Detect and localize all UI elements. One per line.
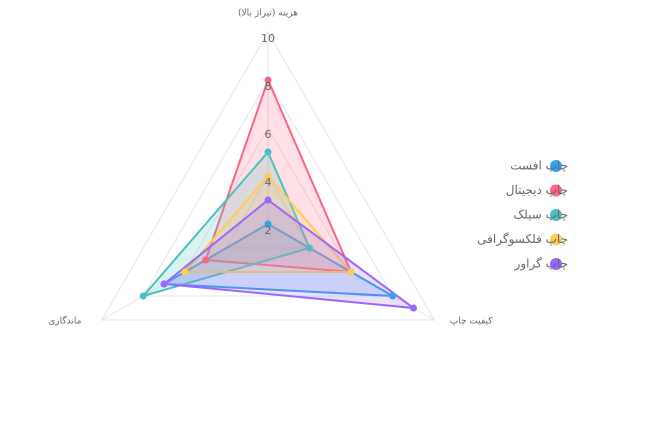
legend-text: چاپ سیلک [513,208,568,222]
grid-ring [100,31,436,321]
series-area [160,222,394,297]
axis-label: هزینه (تیراژ بالا) [238,9,298,19]
point [139,292,147,300]
grid-ring [225,174,311,249]
r-tick-label: 10 [261,32,275,45]
legend-text: چاپ دیجیتال [506,183,568,197]
legend-swatch [550,160,562,172]
axis-label: ماندگاری [48,315,81,327]
legend-swatch [550,209,562,221]
r-tick-label: 6 [265,128,272,141]
point [264,76,272,84]
point [306,244,314,252]
legend-swatch [550,184,562,197]
series-area [161,198,417,310]
point [347,268,355,276]
point [389,292,397,300]
legend-swatch [550,233,562,246]
legend-text: چاپ افست [510,159,568,173]
point [264,172,272,180]
point [264,220,272,228]
point [181,268,189,276]
axis-label: کیفیت چاپ [450,317,493,327]
r-tick-label: 8 [265,80,272,93]
legend-text: چاپ فلکسوگرافی [477,232,568,247]
r-tick-label: 4 [265,176,272,189]
grid-ring [142,79,394,297]
legend-swatch [550,258,562,270]
legend-text: چاپ گراور [514,257,568,272]
point [264,196,272,204]
point [264,148,272,156]
r-tick-label: 2 [265,224,272,237]
point [160,280,168,288]
point [202,256,210,264]
point [409,304,417,312]
